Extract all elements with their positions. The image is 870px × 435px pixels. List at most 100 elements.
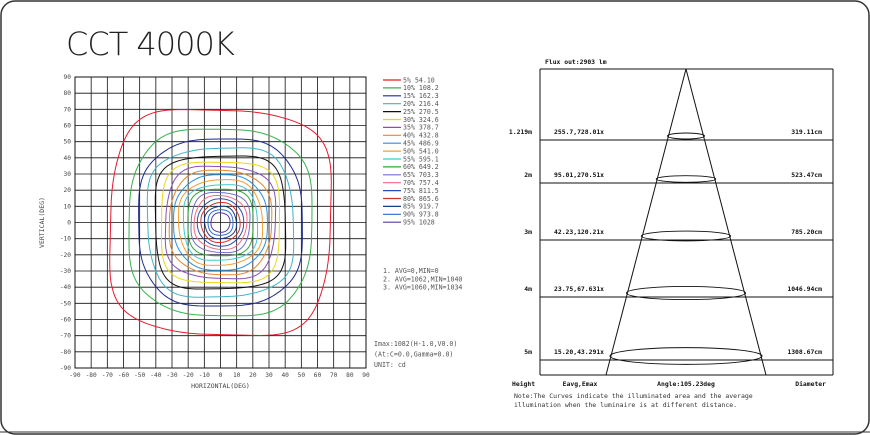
x-tick-label: -30 <box>166 372 177 379</box>
col-header-height: Height <box>512 380 535 388</box>
y-tick-label: -30 <box>60 268 71 275</box>
col-header-angle: Angle:105.23deg <box>657 380 715 388</box>
x-tick-label: -60 <box>118 372 129 379</box>
legend-entry: 85% 919.7 <box>403 203 439 211</box>
x-tick-label: -80 <box>86 372 97 379</box>
y-tick-label: 20 <box>64 187 72 194</box>
x-tick-label: 60 <box>314 372 322 379</box>
legend-entry: 55% 595.1 <box>403 155 439 163</box>
legend-entry: 45% 486.9 <box>403 140 439 148</box>
beam-ellipse <box>655 175 717 183</box>
x-tick-label: 40 <box>281 372 289 379</box>
legend-entry: 10% 108.2 <box>403 84 439 92</box>
y-tick-label: -50 <box>60 300 71 307</box>
row-height: 2m <box>524 171 532 179</box>
legend-entry: 40% 432.8 <box>403 132 439 140</box>
imax-note: UNIT: cd <box>374 361 406 369</box>
x-tick-label: 30 <box>265 372 273 379</box>
legend-entry: 70% 757.4 <box>403 179 439 187</box>
legend-entry: 80% 865.6 <box>403 195 439 203</box>
x-tick-label: -40 <box>150 372 161 379</box>
contour-60pct <box>187 188 254 257</box>
cone-edge-left <box>605 68 687 376</box>
contour-55pct <box>182 184 259 261</box>
y-tick-label: -60 <box>60 317 71 324</box>
y-tick-label: 40 <box>64 155 72 162</box>
isolux-legend: 5% 54.10 10% 108.2 15% 162.3 20% 216.4 2… <box>383 76 439 227</box>
isolux-plot: -90 -80 -70 -60 -50 -40 -30 -20 -10 0 10 20 30 40 50 60… <box>38 74 370 390</box>
contour-45pct <box>173 174 268 271</box>
cone-note: illumination when the luminaire is at di… <box>514 401 737 409</box>
legend-entry: 20% 216.4 <box>403 100 439 108</box>
row-illuminance: 42.23,120.21x <box>554 228 604 236</box>
beam-ellipse <box>666 132 706 140</box>
contour-20pct <box>146 147 295 298</box>
contour-10pct <box>128 128 313 317</box>
x-tick-label: -50 <box>134 372 145 379</box>
y-tick-label: 0 <box>67 220 71 227</box>
x-tick-label: 50 <box>298 372 306 379</box>
avg-note: 1. AVG=0,MIN=0 <box>383 267 439 275</box>
contour-85pct <box>203 205 238 240</box>
x-tick-label: 90 <box>362 372 370 379</box>
row-diameter: 1046.94cm <box>787 285 822 293</box>
row-diameter: 1308.67cm <box>787 348 822 356</box>
legend-entry: 60% 649.2 <box>403 163 439 171</box>
avg-note: 3. AVG=1060,MIN=1034 <box>383 284 462 292</box>
avg-note: 2. AVG=1062,MIN=1040 <box>383 275 462 283</box>
contour-65pct <box>190 191 251 254</box>
row-height: 3m <box>524 228 532 236</box>
contour-75pct <box>196 198 245 247</box>
legend-entry: 90% 973.8 <box>403 211 439 219</box>
imax-note: Imax:1082(H-1.0,V0.0) <box>374 340 457 348</box>
col-header-illum: Eavg,Emax <box>563 380 598 388</box>
contour-40pct <box>168 169 273 276</box>
beam-ellipse <box>625 285 747 301</box>
legend-entry: 35% 378.7 <box>403 124 439 132</box>
legend-entry: 65% 703.3 <box>403 171 439 179</box>
y-tick-label: -10 <box>60 236 71 243</box>
row-illuminance: 23.75,67.631x <box>554 285 604 293</box>
y-tick-label: 80 <box>64 90 72 97</box>
x-tick-label: 20 <box>249 372 257 379</box>
y-tick-label: -70 <box>60 333 71 340</box>
legend-entry: 30% 324.6 <box>403 116 439 124</box>
contour-15pct <box>138 138 303 307</box>
x-tick-label: 10 <box>233 372 241 379</box>
y-axis-label: VERTICAL(DEG) <box>38 197 46 248</box>
contour-80pct <box>200 202 241 243</box>
y-tick-label: -80 <box>60 349 71 356</box>
x-axis-label: HORIZONTAL(DEG) <box>191 382 250 390</box>
y-tick-label: 50 <box>64 139 72 146</box>
contour-5pct <box>109 108 332 337</box>
legend-entry: 95% 1028 <box>403 219 435 227</box>
beam-ellipse <box>609 347 763 365</box>
legend-entry: 75% 811.5 <box>403 187 439 195</box>
x-tick-label: 80 <box>346 372 354 379</box>
y-tick-label: -90 <box>60 365 71 372</box>
contour-90pct <box>207 209 234 236</box>
legend-entry: 15% 162.3 <box>403 92 439 100</box>
imax-note: (At:C=0.0,Gamma=0.0) <box>374 351 453 359</box>
contour-30pct <box>161 161 280 284</box>
y-tick-label: 30 <box>64 171 72 178</box>
x-tick-label: 0 <box>219 372 223 379</box>
y-tick-label: 60 <box>64 123 72 130</box>
row-illuminance: 255.7,728.01x <box>554 128 604 136</box>
row-height: 4m <box>524 285 532 293</box>
x-tick-label: -20 <box>183 372 194 379</box>
row-illuminance: 95.01,270.51x <box>554 171 604 179</box>
row-diameter: 785.20cm <box>791 228 822 236</box>
legend-entry: 25% 270.5 <box>403 108 439 116</box>
beam-ellipse <box>640 230 732 242</box>
y-tick-label: 10 <box>64 203 72 210</box>
cone-note: Note:The Curves indicate the illuminated… <box>514 392 753 400</box>
row-height: 1.219m <box>509 128 532 136</box>
contour-25pct <box>154 155 287 290</box>
legend-entry: 50% 541.0 <box>403 147 439 155</box>
x-tick-label: -10 <box>199 372 210 379</box>
chart-title: CCT 4000K <box>66 25 235 63</box>
contour-50pct <box>177 179 264 266</box>
